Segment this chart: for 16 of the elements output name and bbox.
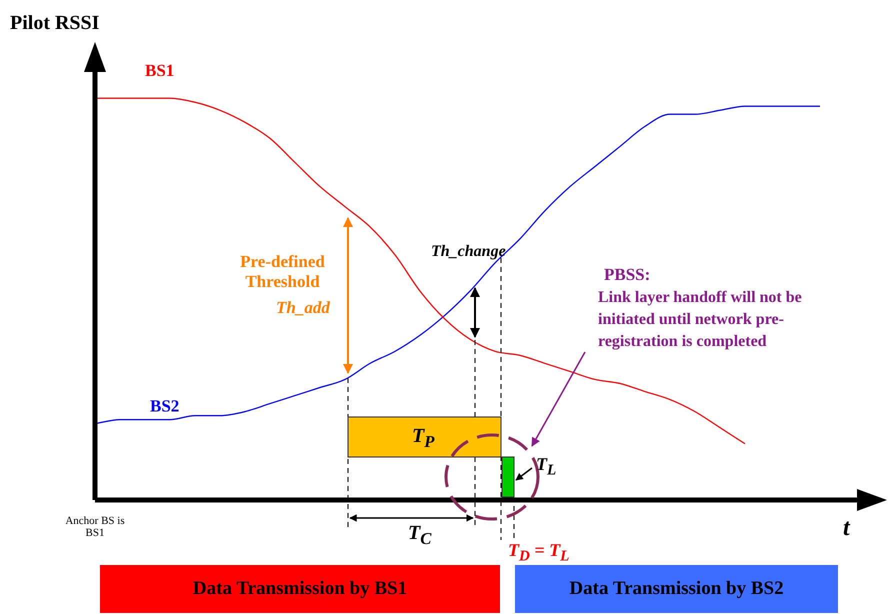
text: Data Transmission by BS1 bbox=[100, 565, 500, 613]
annotation: Th_change bbox=[431, 243, 506, 261]
text: T$_{D}$ = T$_{L}$ bbox=[508, 540, 570, 566]
text: T$_{C}$ bbox=[408, 522, 432, 549]
annotation: Th_add bbox=[276, 298, 330, 318]
text: Data Transmission by BS2 bbox=[515, 565, 838, 613]
text: Anchor BS is BS1 bbox=[64, 515, 126, 539]
annotation: PBSS: bbox=[604, 265, 650, 285]
series-label: BS2 bbox=[150, 396, 180, 416]
annotation: Pre-defined Threshold bbox=[239, 252, 326, 292]
annotation: Link layer handoff will not be initiated until network pre-registration is completed bbox=[598, 288, 803, 352]
annotation: T$_{L}$ bbox=[536, 454, 556, 480]
y-axis-title: Pilot RSSI bbox=[10, 12, 100, 35]
annotation: T$_{P}$ bbox=[412, 425, 434, 452]
series-label: BS1 bbox=[145, 61, 174, 80]
x-axis-title: t bbox=[843, 515, 850, 542]
